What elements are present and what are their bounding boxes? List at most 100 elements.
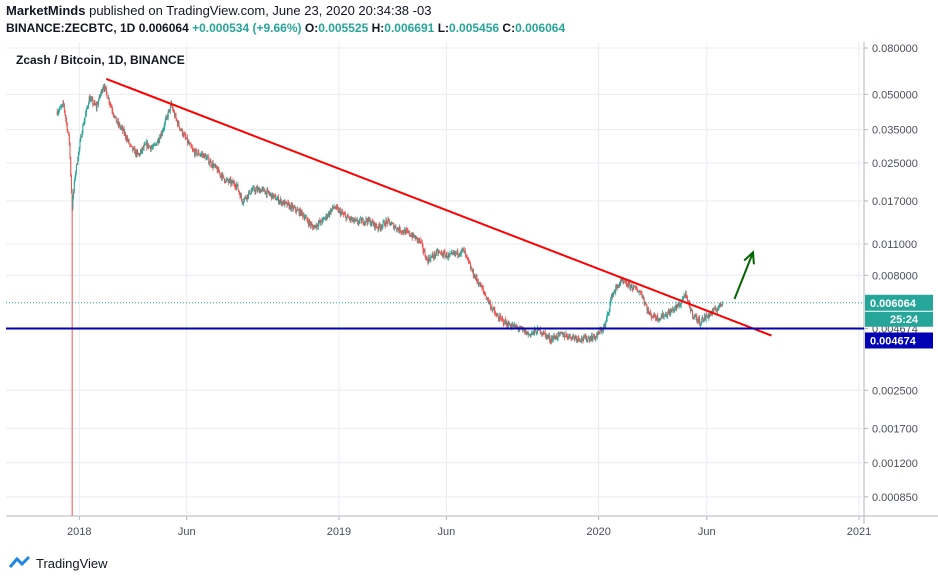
candle-body bbox=[467, 256, 469, 259]
candle-body bbox=[515, 325, 517, 328]
support-level-tag-label: 0.004674 bbox=[870, 335, 917, 347]
candle-body bbox=[130, 144, 132, 146]
candle bbox=[277, 194, 279, 205]
candle bbox=[227, 177, 229, 184]
candle bbox=[80, 135, 82, 138]
candle bbox=[57, 110, 59, 117]
candle bbox=[216, 165, 218, 170]
candle bbox=[335, 205, 337, 210]
candle bbox=[275, 193, 277, 201]
candle bbox=[470, 265, 472, 270]
candle-body bbox=[573, 336, 575, 339]
candle bbox=[243, 197, 245, 203]
candle bbox=[363, 222, 365, 226]
candle-body bbox=[529, 334, 531, 336]
candle-body bbox=[279, 200, 281, 202]
candle-body bbox=[694, 315, 696, 317]
candle-body bbox=[566, 335, 568, 338]
candle-body bbox=[653, 313, 655, 318]
candle-body bbox=[502, 319, 504, 324]
candle bbox=[584, 334, 586, 339]
candle-body bbox=[195, 149, 197, 151]
candle-body bbox=[80, 136, 82, 142]
candle bbox=[546, 333, 548, 341]
candle-body bbox=[658, 319, 660, 321]
candle-body bbox=[587, 337, 589, 340]
candle-body bbox=[600, 329, 602, 332]
candle-body bbox=[499, 315, 501, 321]
candle bbox=[507, 320, 509, 328]
candle bbox=[199, 153, 201, 158]
candle bbox=[189, 141, 191, 146]
candle-body bbox=[344, 214, 346, 216]
candle-body bbox=[625, 281, 627, 285]
candle bbox=[406, 226, 408, 234]
last-value: 0.006064 bbox=[138, 21, 189, 35]
tradingview-brand[interactable]: TradingView bbox=[8, 555, 108, 571]
candle bbox=[68, 132, 70, 146]
candle-body bbox=[256, 187, 258, 191]
candle bbox=[713, 307, 715, 313]
trend-line[interactable] bbox=[105, 77, 772, 337]
candle-body bbox=[323, 218, 325, 220]
candle bbox=[455, 250, 457, 258]
arrow-head-icon[interactable] bbox=[743, 250, 755, 265]
candle-body bbox=[220, 175, 222, 176]
candle bbox=[445, 252, 447, 259]
candle-body bbox=[396, 227, 398, 231]
candle bbox=[554, 335, 556, 340]
candle bbox=[477, 278, 479, 287]
candle bbox=[562, 332, 564, 338]
candle bbox=[378, 223, 380, 232]
candle bbox=[69, 141, 71, 160]
candle-body bbox=[254, 190, 256, 193]
candle-body bbox=[501, 318, 503, 320]
candle-body bbox=[583, 336, 585, 341]
arrow-shaft[interactable] bbox=[733, 252, 754, 300]
candle-body bbox=[380, 226, 382, 229]
candle-body bbox=[83, 124, 85, 126]
candle bbox=[88, 101, 90, 109]
candle bbox=[102, 86, 104, 94]
candle-body bbox=[255, 189, 257, 193]
candle bbox=[281, 201, 283, 207]
candle-body bbox=[608, 309, 610, 313]
candle-body bbox=[496, 315, 498, 317]
candle bbox=[331, 209, 333, 212]
candle-body bbox=[346, 215, 348, 217]
candle bbox=[217, 166, 219, 173]
candle bbox=[393, 222, 395, 230]
candle-body bbox=[455, 252, 457, 254]
candle bbox=[450, 250, 452, 255]
candle bbox=[583, 334, 585, 342]
candle-body bbox=[134, 148, 136, 155]
candle-body bbox=[532, 331, 534, 333]
candle bbox=[494, 306, 496, 317]
candle bbox=[258, 187, 260, 191]
candle bbox=[704, 312, 706, 321]
candle bbox=[617, 284, 619, 289]
candle-body bbox=[420, 241, 422, 243]
candle bbox=[210, 158, 212, 168]
candle-body bbox=[164, 123, 166, 128]
candle-body bbox=[227, 178, 229, 182]
candle bbox=[354, 217, 356, 224]
candle bbox=[544, 332, 546, 334]
candle bbox=[158, 138, 160, 144]
candle bbox=[317, 220, 319, 231]
candle-body bbox=[593, 334, 595, 337]
candle-body bbox=[162, 131, 164, 134]
symbol-line: BINANCE:ZECBTC, 1D bbox=[6, 21, 136, 35]
candle-body bbox=[510, 326, 512, 328]
candle bbox=[504, 319, 506, 324]
candle-body bbox=[593, 334, 595, 338]
candle bbox=[174, 112, 176, 118]
candle bbox=[98, 93, 100, 102]
candle-body bbox=[716, 309, 718, 312]
candle-body bbox=[448, 254, 450, 258]
candle-body bbox=[288, 203, 290, 209]
candle-body bbox=[699, 318, 701, 325]
candle bbox=[376, 223, 378, 229]
candle-body bbox=[382, 221, 384, 226]
